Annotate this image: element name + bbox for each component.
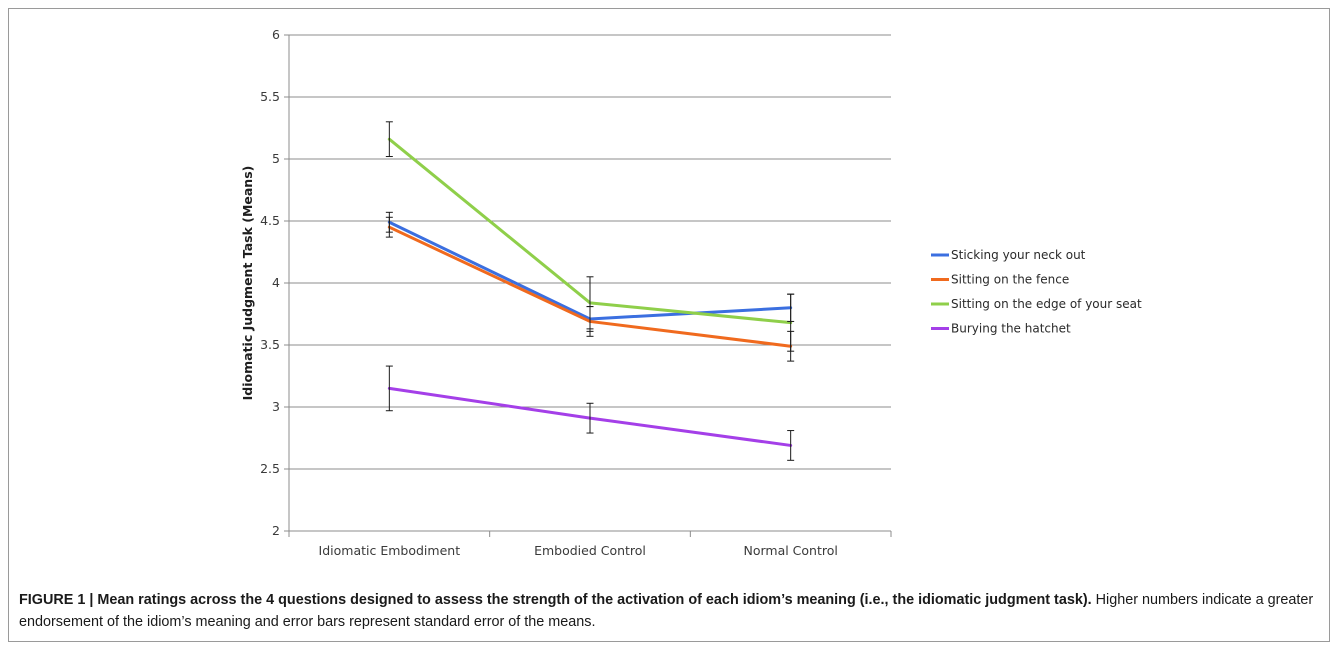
x-tick-label: Normal Control <box>743 543 837 558</box>
y-axis-title: Idiomatic Judgment Task (Means) <box>240 166 255 401</box>
line-chart: 2 2.5 3 3.5 4 4.5 5 5.5 6 Idiomatic Embodiment Emb… <box>240 27 1142 558</box>
caption-lead: FIGURE 1 | Mean ratings across the 4 que… <box>19 592 1092 608</box>
y-tick-label: 2.5 <box>260 461 280 476</box>
legend-label: Sitting on the fence <box>951 273 1069 287</box>
legend-label: Burying the hatchet <box>951 322 1071 336</box>
y-tick-label: 5.5 <box>260 89 280 104</box>
y-tick-label: 3 <box>272 399 280 414</box>
y-tick-label: 6 <box>272 27 280 42</box>
x-tick-label: Embodied Control <box>534 543 646 558</box>
x-tick-label: Idiomatic Embodiment <box>319 543 461 558</box>
legend-label: Sitting on the edge of your seat <box>951 297 1142 311</box>
y-tick-label: 4 <box>272 275 280 290</box>
y-tick-label: 3.5 <box>260 337 280 352</box>
y-tick-label: 5 <box>272 151 280 166</box>
legend-label: Sticking your neck out <box>951 248 1086 262</box>
y-tick-label: 2 <box>272 523 280 538</box>
figure-caption: FIGURE 1 | Mean ratings across the 4 que… <box>19 589 1319 633</box>
y-tick-label: 4.5 <box>260 213 280 228</box>
figure-frame: 2 2.5 3 3.5 4 4.5 5 5.5 6 Idiomatic Embodiment Emb… <box>8 8 1330 642</box>
caption-body: Higher numbers indicate a greater endors… <box>19 592 1314 630</box>
